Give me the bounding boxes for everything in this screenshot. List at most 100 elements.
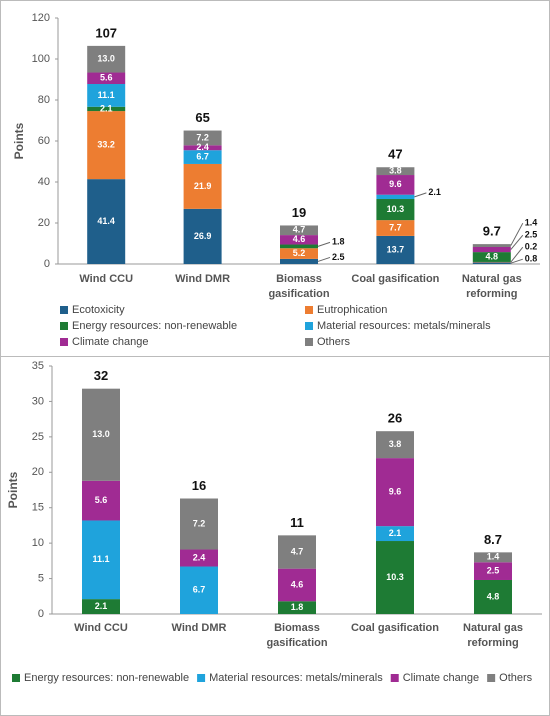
value-label: 5.6 — [95, 495, 108, 505]
y-tick-label: 60 — [38, 135, 50, 147]
bar-segment — [376, 220, 415, 236]
leader-line — [510, 222, 524, 246]
bar-segment — [180, 566, 218, 614]
bar-segment — [82, 520, 120, 600]
value-label: 3.8 — [389, 439, 402, 449]
value-label: 9.6 — [389, 487, 402, 497]
bar-segment — [280, 258, 318, 264]
value-label: 2.1 — [100, 103, 113, 113]
legend-label: Others — [317, 336, 351, 348]
value-label: 2.4 — [196, 142, 209, 152]
value-label: 33.2 — [97, 139, 115, 149]
x-tick-label: Wind DMR — [175, 273, 230, 285]
value-label: 2.1 — [389, 528, 402, 538]
y-tick-label: 20 — [32, 466, 44, 478]
bar-segment — [183, 130, 222, 146]
y-tick-label: 10 — [32, 537, 44, 549]
value-label: 1.4 — [487, 552, 500, 562]
bar-segment — [376, 167, 415, 176]
total-label: 19 — [292, 205, 306, 220]
value-label: 13.7 — [387, 244, 405, 254]
value-label: 7.7 — [389, 222, 402, 232]
bar-segment — [376, 541, 414, 614]
value-label: 4.7 — [291, 546, 304, 556]
y-tick-label: 40 — [38, 176, 50, 188]
leader-line — [317, 241, 331, 247]
total-label: 26 — [388, 411, 402, 426]
value-label: 7.2 — [196, 132, 209, 142]
legend-label: Material resources: metals/minerals — [317, 320, 491, 332]
bar-segment — [82, 480, 120, 521]
bar-segment — [472, 262, 511, 264]
total-label: 65 — [195, 110, 209, 125]
bar-segment — [280, 225, 318, 236]
legend-label: Eutrophication — [317, 304, 387, 316]
value-label: 7.2 — [193, 518, 206, 528]
legend-swatch — [390, 674, 399, 682]
y-tick-label: 100 — [32, 53, 50, 65]
y-tick-label: 15 — [32, 502, 44, 514]
bar-segment — [183, 163, 222, 209]
legend-swatch — [60, 306, 68, 314]
leader-line — [510, 258, 523, 264]
bar-segment — [376, 175, 415, 195]
bar-segment — [376, 431, 414, 459]
value-label: 4.8 — [486, 251, 499, 261]
x-tick-label: Biomass gasification — [266, 622, 327, 649]
value-label: 2.4 — [193, 552, 206, 562]
bar-segment — [87, 179, 126, 264]
value-label: 1.8 — [291, 602, 304, 612]
legend-swatch — [305, 306, 313, 314]
value-label: 6.7 — [196, 151, 209, 161]
value-label: 5.6 — [100, 73, 113, 83]
legend-label: Others — [499, 672, 533, 684]
bar-segment — [474, 552, 512, 563]
bar-segment — [87, 106, 126, 112]
value-label: 2.5 — [525, 230, 538, 240]
value-label: 5.2 — [293, 248, 306, 258]
bar-segment — [183, 208, 222, 264]
bar-segment — [183, 145, 222, 151]
legend-label: Ecotoxicity — [72, 304, 125, 316]
bar-segment — [474, 562, 512, 580]
bar-segment — [278, 601, 316, 614]
bar-segment — [280, 235, 318, 245]
y-tick-label: 30 — [32, 395, 44, 407]
bar-segment — [472, 244, 511, 247]
total-label: 32 — [94, 368, 108, 383]
value-label: 4.6 — [291, 579, 304, 589]
x-tick-label: Coal gasification — [351, 273, 439, 285]
bar-segment — [472, 252, 511, 262]
y-tick-label: 80 — [38, 94, 50, 106]
x-tick-label: Natural gas reforming — [463, 622, 523, 649]
legend-label: Energy resources: non-renewable — [24, 672, 189, 684]
bar-segment — [376, 199, 415, 221]
x-tick-label: Wind CCU — [74, 622, 128, 634]
legend-label: Energy resources: non-renewable — [72, 320, 237, 332]
bar-segment — [474, 579, 512, 614]
bar-segment — [376, 194, 415, 200]
legend-swatch — [305, 338, 313, 346]
legend-swatch — [60, 338, 68, 346]
bar-segment — [180, 549, 218, 567]
value-label: 4.7 — [293, 225, 306, 235]
bar-segment — [87, 111, 126, 180]
value-label: 0.2 — [525, 242, 538, 252]
legend-label: Climate change — [403, 672, 479, 684]
total-label: 107 — [95, 25, 117, 40]
value-label: 3.8 — [389, 166, 402, 176]
value-label: 41.4 — [97, 216, 115, 226]
value-label: 21.9 — [194, 181, 212, 191]
total-label: 8.7 — [484, 532, 502, 547]
y-axis-label: Points — [12, 122, 26, 159]
legend-label: Material resources: metals/minerals — [209, 672, 383, 684]
value-label: 13.0 — [97, 54, 115, 64]
leader-line — [414, 192, 427, 198]
bar-segment — [87, 45, 126, 73]
leader-line — [510, 246, 524, 263]
x-tick-label: Wind CCU — [79, 273, 133, 285]
legend-swatch — [12, 674, 20, 682]
bar-segment — [472, 246, 511, 253]
value-label: 1.4 — [525, 218, 538, 228]
value-label: 2.5 — [332, 252, 345, 262]
